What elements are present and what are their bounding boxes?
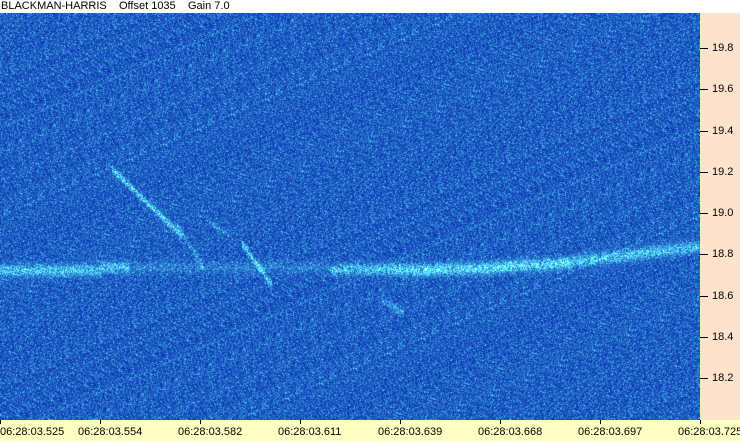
- x-tick-mark: [400, 420, 401, 424]
- x-tick-mark: [100, 420, 101, 424]
- y-tick-mark: [700, 48, 708, 49]
- time-axis: 06:28:03.525 06:28:03.554 06:28:03.582 06:2…: [0, 420, 740, 441]
- y-tick-label: 18.8: [712, 248, 734, 261]
- x-tick-label: 06:28:03.554: [78, 426, 143, 438]
- y-tick-label: 18.4: [712, 330, 734, 343]
- x-tick-label: 06:28:03.668: [478, 426, 543, 438]
- y-tick-mark: [700, 89, 708, 91]
- y-tick-label: 19.8: [712, 42, 734, 54]
- y-tick-label: 18.2: [712, 372, 734, 384]
- y-tick-mark: [700, 213, 708, 214]
- y-tick-mark: [700, 130, 708, 132]
- x-tick-mark: [700, 420, 701, 424]
- gain-label: Gain 7.0: [188, 0, 230, 12]
- y-tick-label: 19.6: [712, 83, 734, 96]
- y-tick-label: 19.4: [712, 124, 734, 137]
- y-tick-label: 18.6: [712, 289, 734, 302]
- y-tick-label: 19.2: [712, 165, 734, 178]
- x-tick-label: 06:28:03.582: [178, 426, 243, 438]
- y-tick-mark: [700, 254, 708, 256]
- y-tick-mark: [700, 171, 708, 173]
- y-tick-label: 19.0: [712, 207, 734, 219]
- x-tick-mark: [300, 420, 301, 424]
- x-tick-mark: [600, 420, 601, 424]
- y-tick-mark: [700, 336, 708, 338]
- x-tick-label: 06:28:03.611: [278, 426, 342, 438]
- window-function-label: BLACKMAN-HARRIS: [1, 0, 107, 12]
- y-tick-mark: [700, 378, 708, 379]
- header-bar: BLACKMAN-HARRIS Offset 1035 Gain 7.0: [0, 0, 740, 13]
- x-tick-mark: [200, 420, 201, 424]
- x-tick-mark: [500, 420, 501, 424]
- spectrogram-canvas[interactable]: [0, 13, 700, 420]
- x-tick-label: 06:28:03.525: [0, 426, 65, 438]
- x-tick-mark: [0, 420, 1, 424]
- frequency-axis: 19.8 19.6 19.4 19.2 19.0 18.8 18.6 18.4 18.2: [700, 13, 740, 420]
- x-tick-label: 06:28:03.639: [378, 426, 443, 438]
- x-tick-label: 06:28:03.697: [578, 426, 643, 438]
- x-tick-label: 06:28:03.725: [678, 426, 740, 438]
- y-tick-mark: [700, 295, 708, 297]
- offset-label: Offset 1035: [119, 0, 176, 12]
